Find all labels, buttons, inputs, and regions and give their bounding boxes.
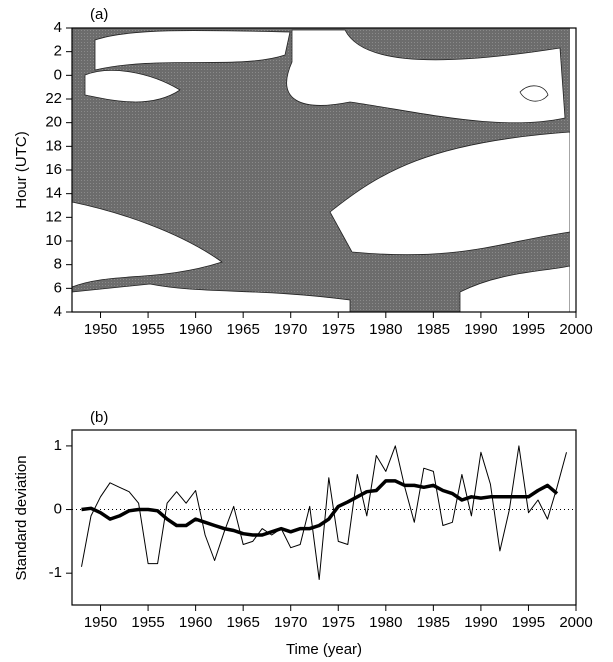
y-tick-label: -1: [49, 564, 62, 581]
x-tick-label: 1960: [179, 321, 212, 338]
y-tick-label: 4: [54, 303, 62, 320]
x-tick-label: 2000: [559, 614, 592, 631]
panel-label: (b): [90, 409, 108, 426]
y-tick-label: 1: [54, 437, 62, 454]
contour-field: [71, 28, 576, 313]
x-tick-label: 1980: [369, 614, 402, 631]
panel-label: (a): [90, 6, 108, 23]
x-axis-title: Time (year): [286, 641, 362, 658]
y-tick-label: 4: [54, 19, 62, 36]
y-tick-label: 18: [45, 137, 62, 154]
y-tick-label: 12: [45, 208, 62, 225]
x-tick-label: 1990: [464, 321, 497, 338]
y-tick-label: 16: [45, 161, 62, 178]
x-tick-label: 1955: [131, 614, 164, 631]
x-tick-label: 1965: [226, 614, 259, 631]
x-tick-label: 1980: [369, 321, 402, 338]
y-tick-label: 20: [45, 114, 62, 131]
x-tick-label: 1985: [417, 614, 450, 631]
y-tick-label: 2: [54, 43, 62, 60]
y-tick-label: 22: [45, 90, 62, 107]
x-tick-label: 1950: [84, 614, 117, 631]
y-axis-title: Standard deviation: [13, 455, 30, 580]
x-tick-label: 1970: [274, 321, 307, 338]
x-tick-label: 1970: [274, 614, 307, 631]
x-tick-label: 1965: [226, 321, 259, 338]
y-tick-label: 0: [54, 66, 62, 83]
x-tick-label: 2000: [559, 321, 592, 338]
x-tick-label: 1985: [417, 321, 450, 338]
plot-frame: [71, 429, 577, 606]
x-tick-label: 1995: [512, 321, 545, 338]
x-tick-label: 1950: [84, 321, 117, 338]
y-tick-label: 10: [45, 232, 62, 249]
y-tick-label: 8: [54, 256, 62, 273]
x-tick-label: 1995: [512, 614, 545, 631]
series-line: [81, 445, 567, 580]
y-tick-label: 6: [54, 279, 62, 296]
x-tick-label: 1990: [464, 614, 497, 631]
series-line: [81, 479, 559, 537]
x-tick-label: 1975: [322, 321, 355, 338]
x-tick-label: 1960: [179, 614, 212, 631]
x-tick-label: 1955: [131, 321, 164, 338]
y-axis-title: Hour (UTC): [13, 131, 30, 209]
y-tick-label: 14: [45, 185, 62, 202]
x-tick-label: 1975: [322, 614, 355, 631]
y-tick-label: 0: [54, 501, 62, 518]
